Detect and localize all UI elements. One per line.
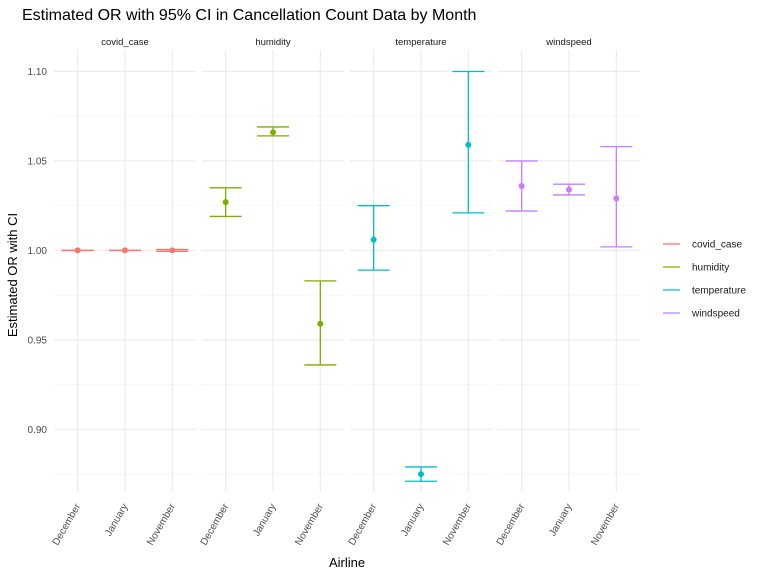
x-tick-label: December xyxy=(347,501,380,547)
y-axis: 0.90 0.95 1.00 1.05 1.10 xyxy=(28,67,48,436)
errorbar-covid-case-january xyxy=(109,247,141,254)
point-estimate xyxy=(566,186,572,193)
point-estimate xyxy=(613,195,620,202)
point-estimate xyxy=(270,129,276,136)
y-axis-title: Estimated OR with CI xyxy=(5,213,20,337)
panel-temperature: temperature December January November xyxy=(347,37,492,547)
errorbar-temperature-january xyxy=(405,466,437,482)
errorbar-humidity-november xyxy=(304,280,337,366)
legend-item-temperature: temperature xyxy=(663,286,746,297)
x-tick-label: November xyxy=(145,501,178,547)
x-tick-label: January xyxy=(547,502,574,538)
strip-label: covid_case xyxy=(101,37,149,48)
panel-windspeed: windspeed December January November xyxy=(495,37,640,547)
x-tick-label: January xyxy=(399,502,426,538)
errorbar-humidity-january xyxy=(257,126,289,137)
x-tick-label: November xyxy=(441,501,474,547)
legend-label: temperature xyxy=(692,286,746,297)
point-estimate xyxy=(370,236,377,243)
point-estimate xyxy=(518,183,525,189)
legend-item-covid-case: covid_case xyxy=(663,240,742,251)
errorbar-covid-case-november xyxy=(156,247,189,254)
x-tick-label: December xyxy=(199,501,232,547)
panel-humidity: humidity December January November xyxy=(199,37,344,547)
y-tick-label: 1.00 xyxy=(28,246,48,257)
panel-covid-case: covid_case December January November xyxy=(51,37,196,547)
legend-item-windspeed: windspeed xyxy=(663,309,740,320)
legend-label: covid_case xyxy=(692,240,742,251)
point-estimate xyxy=(169,247,176,254)
chart-title: Estimated OR with 95% CI in Cancellation… xyxy=(22,7,476,24)
legend-item-humidity: humidity xyxy=(663,263,729,274)
point-estimate xyxy=(222,199,229,206)
errorbar-windspeed-december xyxy=(505,160,538,212)
errorbar-windspeed-january xyxy=(553,183,585,196)
strip-label: temperature xyxy=(395,37,446,48)
x-tick-label: December xyxy=(495,501,528,547)
point-estimate xyxy=(465,141,472,148)
y-tick-label: 0.95 xyxy=(28,335,48,346)
x-tick-label: November xyxy=(293,501,326,547)
legend-label: windspeed xyxy=(691,309,740,320)
errorbar-humidity-december xyxy=(209,187,242,218)
y-tick-label: 1.05 xyxy=(28,156,48,167)
x-tick-label: December xyxy=(51,501,84,547)
point-estimate xyxy=(317,320,324,327)
point-estimate xyxy=(122,247,128,254)
x-tick-label: January xyxy=(103,502,130,538)
point-estimate xyxy=(418,471,424,478)
errorbar-covid-case-december xyxy=(61,247,94,254)
strip-label: humidity xyxy=(255,37,291,48)
x-axis-title: Airline xyxy=(329,555,365,570)
errorbar-temperature-november xyxy=(452,70,485,214)
y-tick-label: 1.10 xyxy=(28,67,48,78)
errorbar-windspeed-november xyxy=(600,145,633,248)
point-estimate xyxy=(74,247,81,254)
legend: covid_case humidity temperature windspeed xyxy=(663,240,746,320)
strip-label: windspeed xyxy=(545,37,591,48)
x-tick-label: November xyxy=(589,501,622,547)
errorbar-temperature-december xyxy=(357,205,390,271)
legend-label: humidity xyxy=(692,263,729,274)
x-tick-label: January xyxy=(251,502,278,538)
y-tick-label: 0.90 xyxy=(28,425,48,436)
